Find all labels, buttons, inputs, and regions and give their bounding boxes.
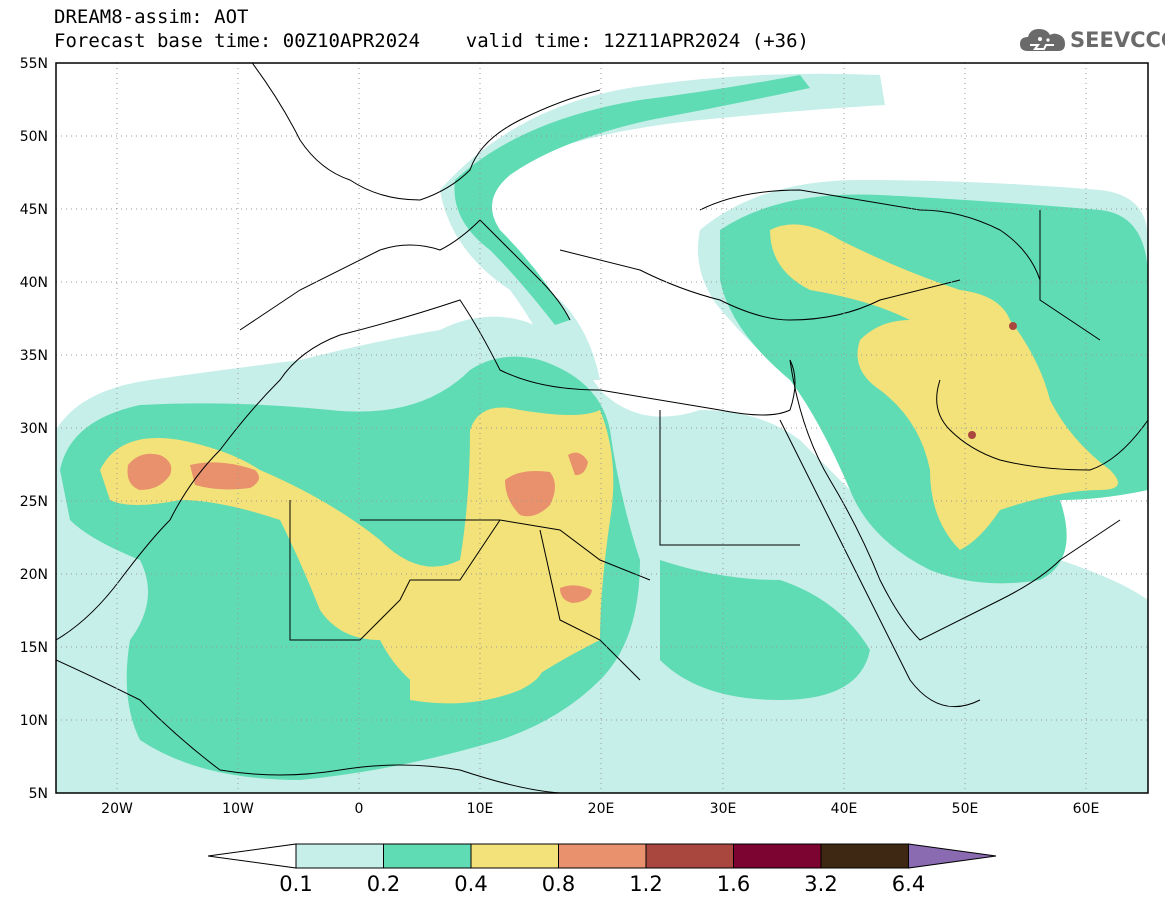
lon-label: 10W — [222, 801, 254, 817]
colorbar: 0.1 0.2 0.4 0.8 1.2 1.6 3.2 6.4 — [207, 843, 997, 896]
lat-label: 20N — [20, 567, 48, 583]
colorbar-label: 0.1 — [279, 872, 312, 896]
lon-label: 20E — [588, 801, 615, 817]
lat-label: 35N — [20, 348, 48, 364]
lat-label: 50N — [20, 129, 48, 145]
colorbar-segment — [470, 843, 559, 869]
logo-text: SEEVCCC — [1070, 28, 1165, 52]
cloud-icon — [1020, 29, 1065, 51]
colorbar-label: 1.2 — [629, 872, 662, 896]
forecast-time-line: Forecast base time: 00Z10APR2024 valid t… — [54, 30, 809, 52]
map-frame — [55, 62, 1149, 794]
colorbar-segment — [295, 843, 384, 869]
lon-label: 20W — [101, 801, 133, 817]
colorbar-segment — [383, 843, 472, 869]
colorbar-label: 0.2 — [367, 872, 400, 896]
gridlines — [56, 63, 1148, 793]
seevccc-logo: SEEVCCC — [1018, 24, 1165, 56]
colorbar-segment — [733, 843, 822, 869]
colorbar-segment — [645, 843, 734, 869]
lat-label: 15N — [20, 640, 48, 656]
lon-label: 0 — [355, 801, 364, 817]
aot-field — [56, 73, 1148, 793]
colorbar-segment — [820, 843, 909, 869]
lon-label: 40E — [831, 801, 858, 817]
lon-label: 10E — [467, 801, 494, 817]
colorbar-label: 1.6 — [717, 872, 750, 896]
aot-level-0.8 — [127, 452, 592, 603]
lat-label: 40N — [20, 275, 48, 291]
lat-label: 45N — [20, 202, 48, 218]
lon-label: 30E — [710, 801, 737, 817]
lat-label: 5N — [29, 786, 48, 802]
colorbar-label: 0.8 — [542, 872, 575, 896]
colorbar-label: 3.2 — [804, 872, 837, 896]
colorbar-label: 6.4 — [892, 872, 925, 896]
lon-label: 50E — [952, 801, 979, 817]
longitude-labels: 20W 10W 0 10E 20E 30E 40E 50E 60E — [101, 801, 1099, 817]
colorbar-lower-arrow — [207, 843, 297, 869]
lat-label: 30N — [20, 421, 48, 437]
colorbar-label: 0.4 — [454, 872, 487, 896]
lat-label: 25N — [20, 494, 48, 510]
coastlines — [56, 63, 1148, 793]
map-title: DREAM8-assim: AOT — [54, 6, 249, 28]
colorbar-upper-arrow — [908, 843, 997, 869]
lat-label: 55N — [20, 56, 48, 72]
colorbar-segment — [558, 843, 647, 869]
latitude-labels: 55N 50N 45N 40N 35N 30N 25N 20N 15N 10N … — [20, 56, 48, 802]
aot-level-1.2 — [968, 322, 1017, 439]
lon-label: 60E — [1073, 801, 1100, 817]
lat-label: 10N — [20, 713, 48, 729]
